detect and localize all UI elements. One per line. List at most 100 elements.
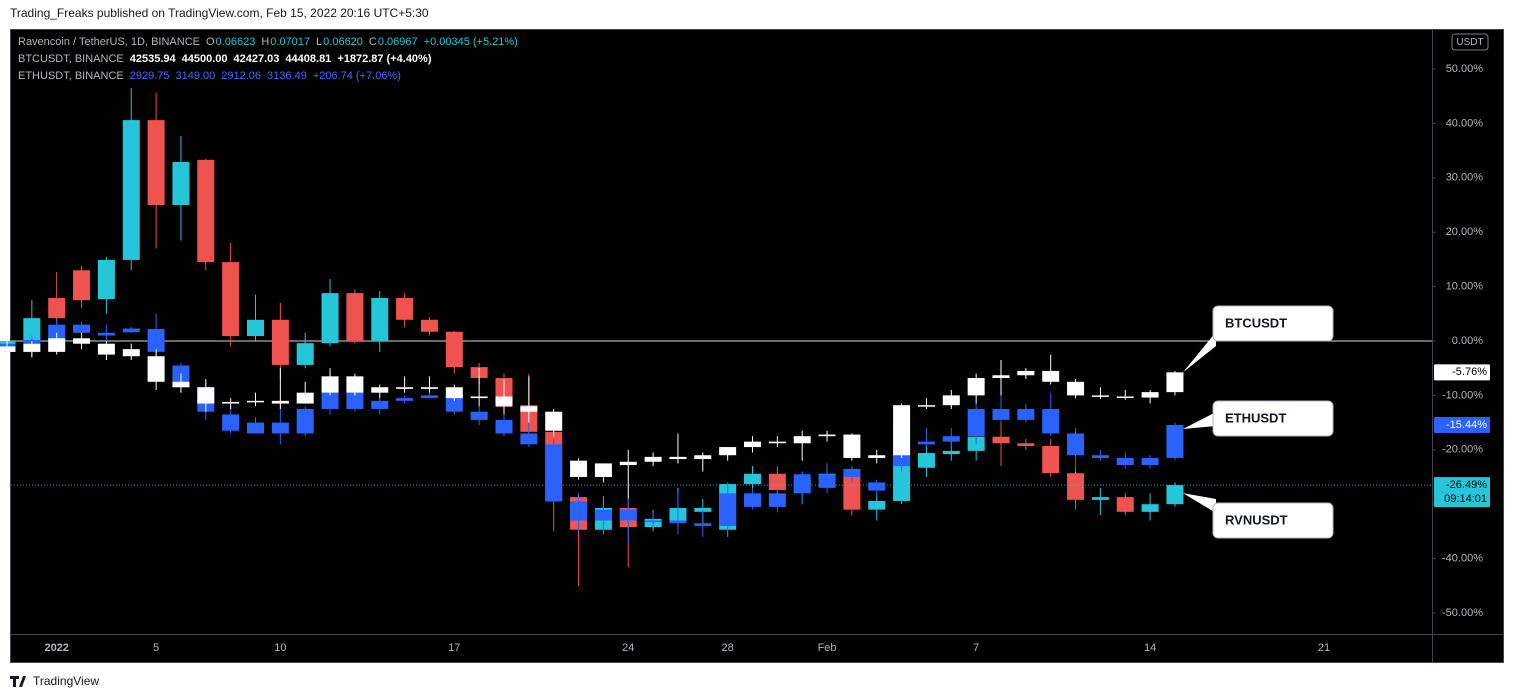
candle-body	[1067, 381, 1085, 396]
candle-body	[744, 493, 761, 507]
legend-text: +0.00345 (+5.21%)	[424, 36, 518, 48]
candle-body	[1091, 497, 1109, 500]
candle-body	[470, 411, 488, 420]
candle-body	[97, 259, 115, 300]
legend-text: C	[369, 36, 377, 48]
candle-body	[371, 400, 389, 409]
candle-body	[73, 270, 91, 301]
legend-text: L	[316, 36, 322, 48]
candle-body	[172, 381, 190, 388]
candle-body	[296, 343, 314, 365]
candle-body	[967, 377, 985, 396]
candle-body	[1141, 504, 1159, 512]
legend-text: 3149.00	[176, 70, 216, 82]
candle-body	[1116, 457, 1134, 466]
candle-body	[545, 411, 563, 431]
candle-body	[967, 408, 985, 437]
x-tick-label: 21	[1318, 642, 1330, 654]
candle-body	[470, 396, 488, 399]
y-tick-label: -20.00%	[1442, 444, 1483, 456]
legend-text: 42427.03	[234, 53, 280, 65]
candle-body	[23, 343, 41, 352]
callout-label: BTCUSDT	[1225, 315, 1287, 330]
candle-body	[768, 441, 786, 444]
candle-body	[1017, 370, 1035, 376]
candle-body	[371, 387, 389, 393]
plot-area	[0, 88, 1432, 586]
candle-body	[346, 376, 364, 393]
candle-body	[868, 500, 886, 510]
candle-body	[619, 461, 637, 466]
last-value-badge	[1434, 477, 1490, 508]
candle-body	[694, 523, 712, 526]
candle-body	[147, 356, 165, 382]
candle-body	[992, 408, 1010, 420]
candle-body	[495, 396, 513, 407]
candle-body	[768, 473, 786, 491]
legend-text: 42535.94	[130, 53, 177, 65]
candle-body	[321, 376, 339, 393]
candle-body	[0, 343, 16, 347]
logo-icon	[10, 676, 26, 687]
candle-body	[917, 405, 935, 407]
candle-body	[0, 346, 16, 352]
candle-body	[420, 387, 438, 389]
currency-label: USDT	[1456, 37, 1483, 48]
callout-label: ETHUSDT	[1225, 410, 1286, 425]
candle-body	[669, 520, 687, 524]
x-tick-label: Feb	[818, 642, 837, 654]
candle-body	[346, 293, 364, 341]
x-tick-label: 24	[622, 642, 634, 654]
footer-brand: TradingView	[33, 674, 99, 688]
series-btcusdt	[0, 332, 1184, 499]
y-tick-label: 50.00%	[1446, 63, 1484, 75]
candle-body	[520, 406, 538, 412]
candle-body	[247, 422, 264, 434]
candle-body	[271, 400, 289, 404]
candle-body	[172, 162, 190, 205]
overlay: 50.00% 40.00% 30.00% 20.00% 10.00% 0.00% -10.0…	[18, 33, 1490, 654]
candle-body	[73, 338, 91, 344]
legend-text: 0.07017	[270, 36, 310, 48]
candle-body	[570, 501, 588, 521]
candle-body	[644, 456, 662, 462]
callout-box	[1212, 400, 1334, 437]
candle-body	[669, 456, 687, 460]
last-value-label: -15.44%	[1446, 419, 1487, 431]
candle-body	[793, 436, 811, 444]
candle-body	[719, 493, 737, 526]
candle-body	[744, 473, 761, 485]
legend-text: 0.06620	[323, 36, 363, 48]
candle-body	[1091, 455, 1109, 458]
candle-body	[321, 293, 339, 344]
candle-body	[97, 332, 115, 336]
candle-body	[197, 159, 215, 263]
candle-body	[296, 408, 314, 434]
candle-body	[247, 400, 264, 403]
candle-body	[1042, 370, 1060, 382]
candle-body	[893, 455, 911, 501]
candle-body	[570, 460, 588, 477]
candle-body	[247, 319, 264, 337]
candle-body	[942, 436, 960, 442]
currency-badge	[1451, 33, 1489, 51]
last-value-badge	[1434, 364, 1490, 381]
candle-body	[445, 395, 463, 412]
x-tick-label: 28	[722, 642, 734, 654]
candle-body	[992, 436, 1010, 444]
candle-body	[495, 419, 513, 434]
candle-body	[371, 298, 389, 341]
candle-body	[73, 324, 91, 333]
candle-body	[619, 509, 637, 521]
y-tick-label: 40.00%	[1446, 117, 1484, 129]
candle-body	[768, 493, 786, 507]
candle-body	[23, 318, 41, 341]
candle-body	[222, 401, 240, 404]
candle-body	[1067, 433, 1085, 456]
candle-body	[1116, 497, 1134, 512]
candle-body	[420, 395, 438, 399]
legend-text: 44408.81	[285, 53, 331, 65]
candle-body	[445, 387, 463, 399]
candle-body	[1166, 372, 1184, 393]
candle-body	[942, 395, 960, 406]
